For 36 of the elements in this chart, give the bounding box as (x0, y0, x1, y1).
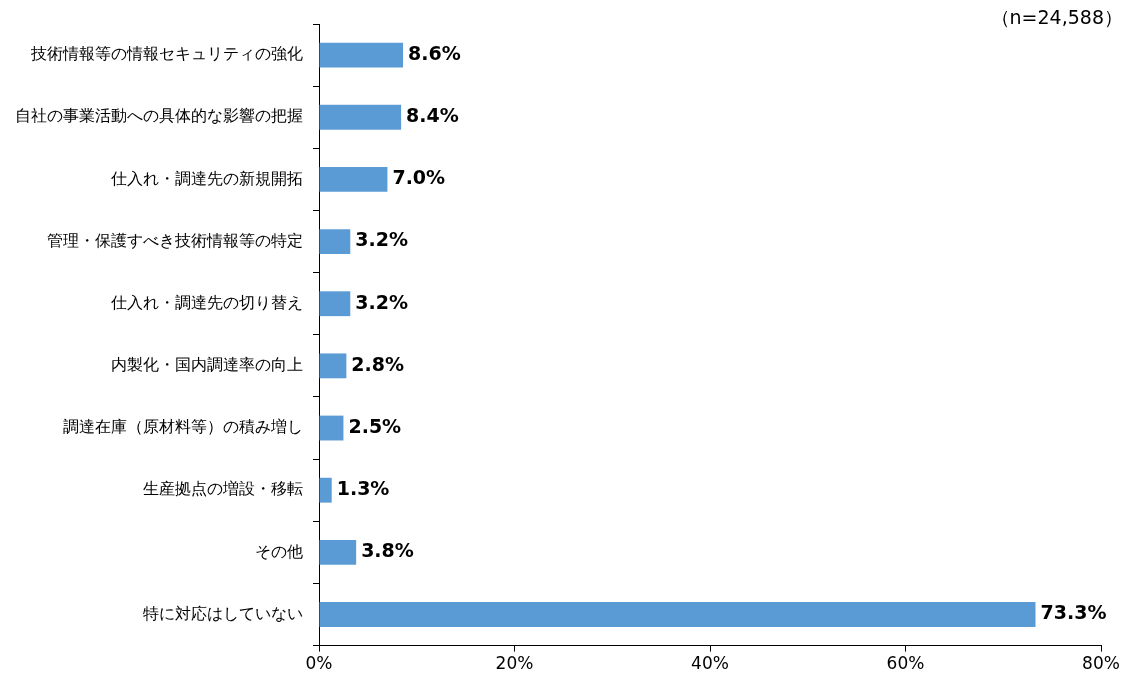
bar (319, 42, 404, 68)
bar (319, 415, 344, 441)
data-label: 7.0% (392, 166, 446, 189)
y-tick-label: 管理・保護すべき技術情報等の特定 (47, 230, 303, 250)
y-tick-label: 調達在庫（原材料等）の積み増し (63, 417, 303, 437)
data-label: 3.8% (361, 539, 414, 562)
data-label: 8.6% (408, 42, 461, 65)
y-tick-label: 仕入れ・調達先の新規開拓 (110, 168, 303, 188)
data-label: 2.8% (351, 352, 405, 375)
data-label: 8.4% (406, 104, 459, 127)
data-label: 2.5% (348, 414, 402, 437)
data-label: 3.2% (355, 290, 408, 313)
x-tick-label: 0% (305, 653, 333, 674)
data-label: 73.3% (1040, 601, 1107, 624)
bar (319, 353, 347, 379)
y-tick-label: 自社の事業活動への具体的な影響の把握 (15, 106, 303, 126)
bar (319, 539, 357, 565)
bar (319, 602, 1036, 627)
y-tick-label: 仕入れ・調達先の切り替え (110, 292, 303, 312)
x-tick-label: 20% (495, 653, 534, 674)
x-tick-label: 40% (691, 653, 729, 674)
data-label: 1.3% (336, 477, 390, 500)
y-tick-label: 生産拠点の増設・移転 (143, 479, 303, 499)
y-tick-label: 内製化・国内調達率の向上 (111, 355, 303, 375)
bar (319, 166, 388, 192)
y-tick-label: その他 (255, 541, 303, 561)
y-tick-label: 特に対応はしていない (143, 603, 303, 623)
x-tick-label: 80% (1082, 653, 1120, 674)
annotation: （n=24,588） (990, 6, 1123, 29)
bar (319, 477, 332, 503)
bar (319, 291, 351, 317)
x-tick-label: 60% (886, 653, 925, 674)
bar (319, 229, 351, 254)
bar (319, 104, 402, 130)
data-label: 3.2% (355, 228, 408, 251)
y-tick-label: 技術情報等の情報セキュリティの強化 (30, 44, 303, 64)
